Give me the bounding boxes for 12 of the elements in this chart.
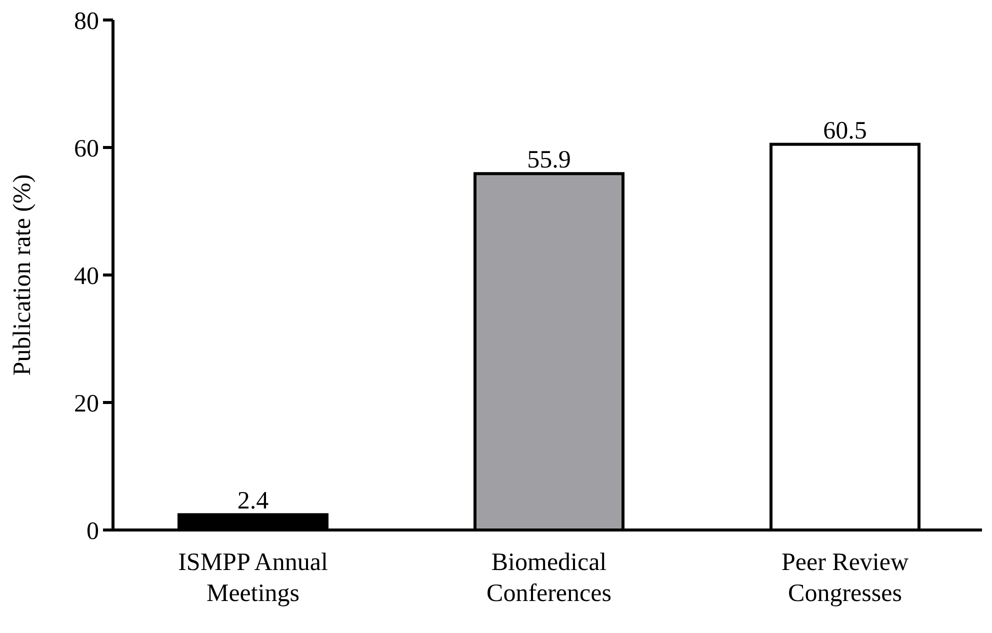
y-axis-title: Publication rate (%) [9, 174, 36, 376]
data-label: 55.9 [527, 146, 571, 174]
x-tick-label: Peer Review Congresses [781, 549, 909, 607]
y-tick-label: 20 [74, 390, 99, 418]
y-tick-label: 0 [86, 518, 99, 545]
data-label: 60.5 [823, 117, 867, 144]
x-tick-label: Biomedical Conferences [486, 549, 612, 607]
y-tick-label: 80 [74, 8, 99, 35]
y-tick-label: 60 [74, 135, 99, 162]
data-label: 2.4 [237, 488, 270, 515]
x-tick-label: ISMPP Annual Meetings [178, 549, 328, 607]
y-tick-label: 40 [74, 262, 99, 290]
